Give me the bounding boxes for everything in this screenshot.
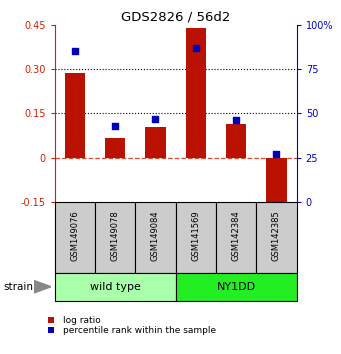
Point (193, 45, 198, 51)
Point (113, 123, 118, 129)
Point (274, 151, 279, 157)
Bar (266, 158, 286, 213)
Bar (95, 202, 135, 273)
Text: GSM149078: GSM149078 (110, 210, 120, 261)
Polygon shape (34, 280, 51, 293)
Bar (186, 28, 206, 158)
Legend: log ratio, percentile rank within the sample: log ratio, percentile rank within the sa… (39, 313, 220, 339)
Bar (176, 273, 297, 301)
Point (72, 48, 77, 54)
Text: wild type: wild type (90, 282, 140, 292)
Bar (65, 74, 85, 158)
Text: strain: strain (3, 282, 33, 292)
Bar (256, 202, 297, 273)
Text: GSM141569: GSM141569 (191, 210, 200, 261)
Bar (55, 273, 176, 301)
Bar (55, 202, 95, 273)
Text: NY1DD: NY1DD (217, 282, 256, 292)
Point (233, 118, 239, 123)
Text: GSM149084: GSM149084 (151, 210, 160, 261)
Bar (135, 202, 176, 273)
Point (153, 116, 158, 121)
Text: GSM142384: GSM142384 (232, 210, 241, 261)
Bar (216, 202, 256, 273)
Title: GDS2826 / 56d2: GDS2826 / 56d2 (121, 11, 230, 24)
Text: GSM149076: GSM149076 (70, 210, 79, 261)
Bar (176, 202, 216, 273)
Bar (145, 127, 165, 158)
Text: GSM142385: GSM142385 (272, 210, 281, 261)
Bar (226, 124, 246, 158)
Bar (105, 138, 125, 158)
